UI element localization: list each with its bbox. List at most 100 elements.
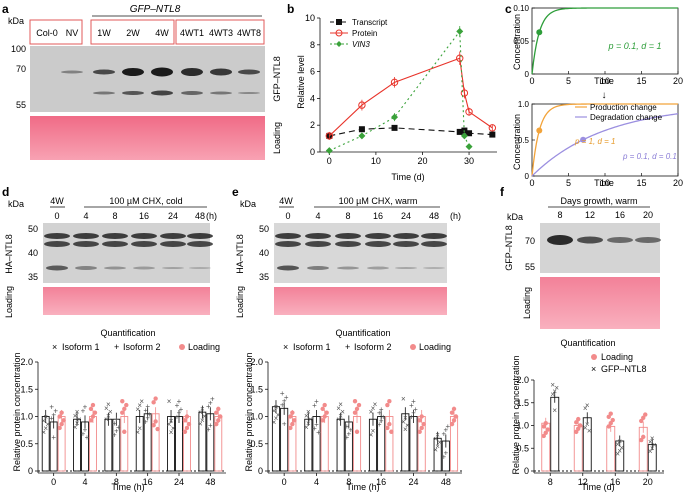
blot-band xyxy=(277,265,299,271)
legend-label-isoform1: Isoform 1 xyxy=(293,342,331,352)
panel-d-bands xyxy=(44,233,213,271)
blot-band xyxy=(335,233,361,239)
y-tick-label: 2.0 xyxy=(20,357,33,367)
x-tick-label: 5 xyxy=(566,178,571,188)
data-point xyxy=(543,430,548,435)
panel-c: Concentration Time 0 5 10 15 20 0 0.05 0.10 p =… xyxy=(512,4,683,188)
data-point xyxy=(419,414,424,419)
data-point: + xyxy=(379,405,384,414)
data-point: + xyxy=(83,403,88,412)
data-point xyxy=(465,108,473,116)
panel-letter-e: e xyxy=(232,185,239,199)
data-point: × xyxy=(619,443,624,452)
data-point xyxy=(352,410,358,415)
data-point: + xyxy=(175,401,180,410)
y-tick-label: 1.0 xyxy=(20,412,33,422)
blot-band xyxy=(238,69,260,75)
data-point: × xyxy=(371,427,376,436)
panel-f-blot-label: GFP–NTL8 xyxy=(504,225,514,271)
legend-marker-vin3 xyxy=(336,41,342,47)
lane-label: 4W xyxy=(155,28,169,38)
y-tick-label: 1.0 xyxy=(516,421,529,431)
data-point xyxy=(288,425,293,431)
data-point xyxy=(352,399,358,404)
data-point: + xyxy=(114,427,119,436)
data-point xyxy=(541,424,546,429)
data-point xyxy=(88,406,94,412)
panel-f-kda-label: kDa xyxy=(507,212,523,222)
panel-c-top-ylabel: Concentration xyxy=(512,14,522,70)
data-point xyxy=(288,414,293,419)
data-point xyxy=(543,421,548,426)
data-point: × xyxy=(45,420,50,429)
blot-band xyxy=(577,236,603,244)
data-point: × xyxy=(73,423,78,432)
data-point: × xyxy=(437,438,442,447)
data-point: + xyxy=(314,397,319,406)
data-point: + xyxy=(413,405,418,414)
panel-letter-b: b xyxy=(287,2,294,16)
panel-f-chart: 00.51.01.52.08×××××12×××××16×××××20××××× xyxy=(516,375,664,487)
x-tick-label: 8 xyxy=(548,477,553,487)
data-point: × xyxy=(648,447,653,456)
panel-e-xlabel: Time (h) xyxy=(346,482,379,492)
data-point: + xyxy=(112,419,117,428)
data-point: × xyxy=(304,423,309,432)
blot-band xyxy=(238,92,260,94)
data-point: + xyxy=(177,397,182,406)
bar xyxy=(336,418,345,472)
blot-band xyxy=(160,241,186,247)
bar xyxy=(49,421,58,472)
data-point: × xyxy=(75,419,80,428)
data-point: + xyxy=(143,417,148,426)
data-point: × xyxy=(403,414,408,423)
x-tick-label: 0 xyxy=(282,477,287,487)
marker-label: 40 xyxy=(28,248,38,258)
data-point: × xyxy=(650,444,655,453)
x-tick-label: 15 xyxy=(636,178,646,188)
legend-plus-icon: + xyxy=(114,342,119,352)
panel-f-loading-label: Loading xyxy=(522,287,532,319)
bar xyxy=(175,416,183,472)
panel-f-ylabel: Relative protein concentration xyxy=(511,355,521,474)
response-curve xyxy=(531,7,678,75)
blot-band xyxy=(181,68,203,76)
legend-label-loading: Loading xyxy=(419,342,451,352)
data-point xyxy=(90,402,96,408)
panel-e-loading-label: Loading xyxy=(235,286,245,318)
y-tick-label: 2 xyxy=(310,120,315,130)
data-point xyxy=(421,421,426,427)
data-point xyxy=(390,78,399,87)
data-point: + xyxy=(49,403,54,412)
panel-c-top-annotation: p = 0.1, d = 1 xyxy=(607,41,661,51)
data-point: × xyxy=(274,403,279,412)
data-point: × xyxy=(433,446,438,455)
data-point xyxy=(639,437,644,443)
data-point xyxy=(88,418,94,423)
blot-band xyxy=(61,70,83,74)
bar xyxy=(352,416,362,472)
data-point: × xyxy=(272,418,277,427)
legend-label-production: Production change xyxy=(590,103,657,112)
y-tick-label: 1.5 xyxy=(20,384,33,394)
x-tick-label: 20 xyxy=(673,178,683,188)
data-point: × xyxy=(336,404,341,413)
data-point xyxy=(186,421,192,427)
data-point: + xyxy=(377,409,382,418)
panel-a-header: GFP–NTL8 xyxy=(130,4,181,15)
x-tick-label: 0 xyxy=(327,156,332,166)
lane-label: 4WT3 xyxy=(209,28,233,38)
y-tick-label: 0 xyxy=(28,466,33,476)
data-point xyxy=(324,410,329,415)
data-point xyxy=(643,412,648,417)
data-point xyxy=(606,424,611,429)
data-point: + xyxy=(85,433,90,442)
data-point xyxy=(322,402,327,408)
series-line-vin3 xyxy=(329,29,470,152)
y-tick-label: 8 xyxy=(310,40,315,50)
data-point: × xyxy=(198,420,203,429)
data-point xyxy=(576,426,581,431)
data-point xyxy=(292,418,297,423)
data-point: × xyxy=(617,437,622,446)
data-point: + xyxy=(83,426,88,435)
